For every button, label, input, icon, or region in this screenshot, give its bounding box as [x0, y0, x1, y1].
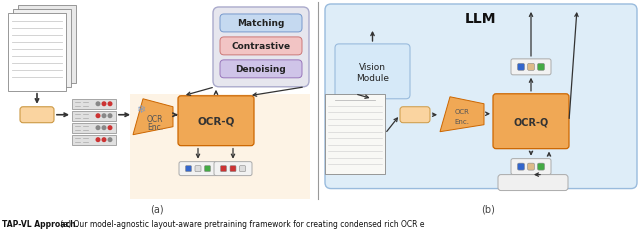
Circle shape [108, 103, 112, 106]
FancyBboxPatch shape [493, 94, 569, 149]
FancyBboxPatch shape [335, 45, 410, 99]
FancyBboxPatch shape [511, 159, 551, 175]
Polygon shape [440, 97, 484, 132]
Text: Enc.: Enc. [147, 123, 163, 132]
Circle shape [108, 114, 112, 118]
Text: Vision: Vision [359, 63, 386, 72]
Text: Enc.: Enc. [454, 118, 470, 124]
Text: (b): (b) [481, 204, 495, 214]
Text: OCR: OCR [147, 115, 163, 124]
Circle shape [96, 103, 100, 106]
Bar [8, 14, 66, 91]
Circle shape [96, 114, 100, 118]
Circle shape [96, 138, 100, 142]
Text: Question: Question [514, 178, 552, 187]
FancyBboxPatch shape [220, 61, 302, 79]
FancyBboxPatch shape [213, 8, 309, 87]
Circle shape [96, 126, 100, 130]
Polygon shape [133, 99, 173, 135]
Circle shape [102, 138, 106, 142]
Text: Module: Module [356, 73, 389, 82]
FancyBboxPatch shape [195, 166, 201, 172]
FancyBboxPatch shape [527, 64, 534, 71]
FancyBboxPatch shape [518, 163, 525, 170]
Text: OCR: OCR [454, 108, 469, 114]
FancyBboxPatch shape [325, 5, 637, 189]
FancyBboxPatch shape [20, 107, 54, 123]
FancyBboxPatch shape [179, 162, 217, 176]
Circle shape [102, 114, 106, 118]
FancyBboxPatch shape [220, 15, 302, 33]
Text: Contrastive: Contrastive [232, 42, 291, 51]
Bar [72, 99, 116, 109]
Text: OCR-Q: OCR-Q [197, 116, 235, 126]
Text: OCR: OCR [406, 111, 424, 120]
FancyBboxPatch shape [221, 166, 227, 172]
Circle shape [108, 126, 112, 130]
Bar [72, 135, 116, 145]
FancyBboxPatch shape [239, 166, 246, 172]
Bar [72, 111, 116, 121]
Text: ❄: ❄ [136, 104, 146, 114]
Bar [13, 10, 71, 87]
Text: LLM: LLM [465, 12, 497, 26]
Text: (a) Our model-agnostic layout-aware pretraining framework for creating condensed: (a) Our model-agnostic layout-aware pret… [58, 219, 424, 228]
Bar [72, 123, 116, 133]
FancyBboxPatch shape [220, 38, 302, 56]
FancyBboxPatch shape [538, 163, 545, 170]
FancyBboxPatch shape [538, 64, 545, 71]
Polygon shape [130, 94, 310, 199]
FancyBboxPatch shape [400, 107, 430, 123]
Circle shape [102, 126, 106, 130]
Bar [325, 94, 385, 174]
FancyBboxPatch shape [230, 166, 236, 172]
FancyBboxPatch shape [518, 64, 525, 71]
Text: Denoising: Denoising [236, 65, 286, 74]
FancyBboxPatch shape [186, 166, 191, 172]
FancyBboxPatch shape [205, 166, 211, 172]
FancyBboxPatch shape [214, 162, 252, 176]
FancyBboxPatch shape [498, 175, 568, 191]
Bar [18, 6, 76, 83]
FancyBboxPatch shape [527, 163, 534, 170]
Text: OCR: OCR [27, 111, 47, 120]
Text: Matching: Matching [237, 19, 285, 28]
Circle shape [108, 138, 112, 142]
FancyBboxPatch shape [511, 60, 551, 76]
Circle shape [102, 103, 106, 106]
Text: OCR-Q: OCR-Q [513, 117, 548, 127]
Text: (a): (a) [150, 204, 164, 214]
FancyBboxPatch shape [178, 96, 254, 146]
Text: TAP-VL Approach.: TAP-VL Approach. [2, 219, 79, 228]
